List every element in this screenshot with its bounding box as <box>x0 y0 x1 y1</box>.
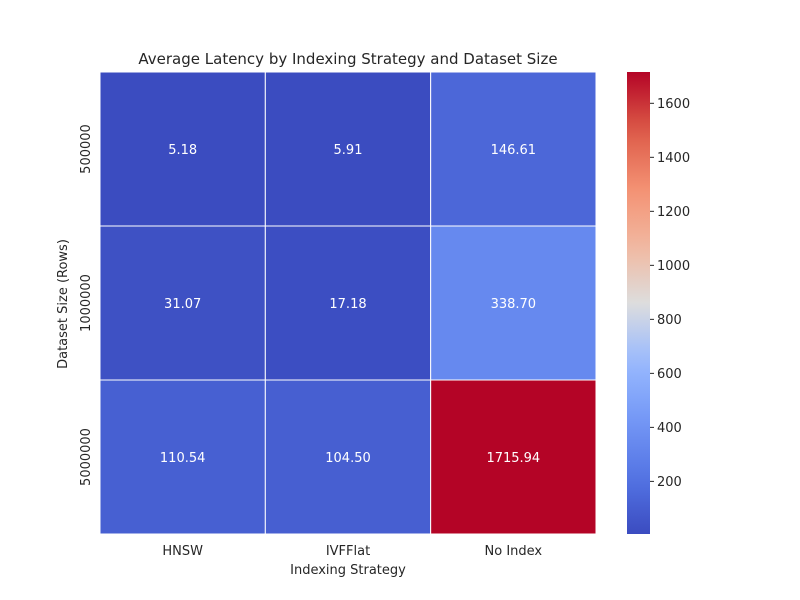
colorbar-tick-label: 400 <box>657 421 682 436</box>
colorbar-tick-label: 200 <box>657 475 682 490</box>
cell-value-label: 5.18 <box>168 143 197 158</box>
heatmap-cell <box>264 379 432 535</box>
x-tick-labels: HNSW IVFFlat No Index <box>162 544 542 559</box>
cell-value-label: 110.54 <box>160 451 206 466</box>
cell-value-label: 1715.94 <box>486 451 540 466</box>
y-tick-label: 1000000 <box>79 274 94 332</box>
cell-value-label: 104.50 <box>325 451 371 466</box>
colorbar-tick-label: 1400 <box>657 151 690 166</box>
chart-title: Average Latency by Indexing Strategy and… <box>138 50 557 68</box>
cell-value-label: 146.61 <box>491 143 537 158</box>
y-tick-label: 5000000 <box>79 428 94 486</box>
y-axis-label: Dataset Size (Rows) <box>56 239 71 369</box>
x-tick-label: IVFFlat <box>326 544 370 559</box>
y-tick-label: 500000 <box>79 124 94 174</box>
colorbar <box>627 72 650 534</box>
cell-value-label: 31.07 <box>164 297 201 312</box>
x-axis-label: Indexing Strategy <box>290 563 406 578</box>
colorbar-tick-label: 1000 <box>657 259 690 274</box>
heatmap-cell <box>99 71 266 227</box>
colorbar-tick-label: 1600 <box>657 97 690 112</box>
colorbar-tick-label: 600 <box>657 367 682 382</box>
x-tick-label: HNSW <box>162 544 203 559</box>
heatmap-cell <box>430 379 597 535</box>
heatmap-cell <box>99 379 266 535</box>
heatmap-cell <box>430 71 597 227</box>
cell-value-label: 5.91 <box>334 143 363 158</box>
heatmap-cell <box>264 71 432 227</box>
cell-value-label: 338.70 <box>491 297 537 312</box>
x-tick-label: No Index <box>485 544 543 559</box>
heatmap-cell <box>264 225 432 381</box>
heatmap-cells: 5.18 5.91 146.61 31.07 17.18 338.70 110.54 104.… <box>99 71 597 535</box>
colorbar-tick-label: 1200 <box>657 205 690 220</box>
colorbar-tick-label: 800 <box>657 313 682 328</box>
cell-value-label: 17.18 <box>329 297 366 312</box>
heatmap-cell <box>99 225 266 381</box>
y-tick-labels: 500000 1000000 5000000 <box>79 124 94 486</box>
heatmap-cell <box>430 225 597 381</box>
colorbar-ticks: 200 400 600 800 1000 1200 1400 1600 <box>650 97 690 490</box>
